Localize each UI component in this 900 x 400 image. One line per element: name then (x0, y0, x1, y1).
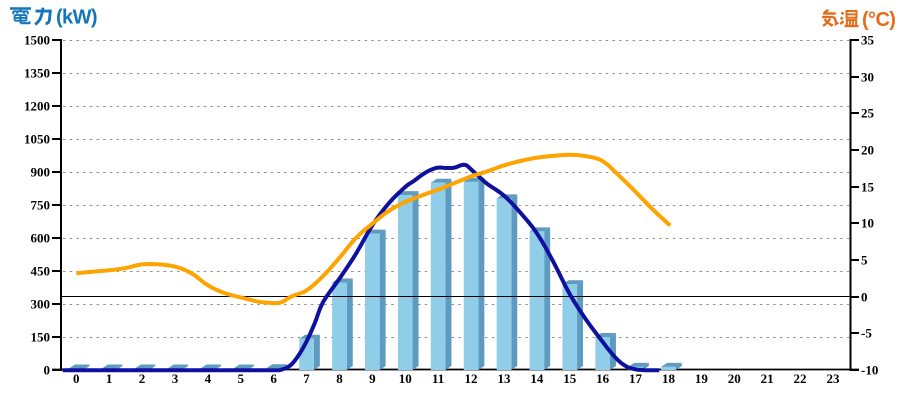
svg-text:1: 1 (106, 371, 113, 386)
svg-text:35: 35 (861, 33, 875, 48)
svg-text:300: 300 (31, 297, 51, 312)
svg-text:0: 0 (44, 363, 51, 378)
svg-text:21: 21 (761, 371, 774, 386)
svg-text:600: 600 (31, 231, 51, 246)
svg-text:16: 16 (596, 371, 610, 386)
svg-text:10: 10 (399, 371, 412, 386)
svg-text:14: 14 (530, 371, 544, 386)
svg-text:1350: 1350 (24, 66, 50, 81)
svg-text:-5: -5 (861, 326, 872, 341)
svg-text:2: 2 (139, 371, 146, 386)
svg-text:-10: -10 (861, 363, 878, 378)
svg-text:18: 18 (662, 371, 676, 386)
svg-text:10: 10 (861, 216, 874, 231)
svg-text:3: 3 (172, 371, 179, 386)
svg-text:4: 4 (205, 371, 212, 386)
svg-text:1050: 1050 (24, 132, 50, 147)
svg-text:9: 9 (369, 371, 376, 386)
svg-text:5: 5 (861, 253, 868, 268)
svg-text:23: 23 (826, 371, 840, 386)
svg-text:(°C): (°C) (862, 9, 895, 31)
svg-text:11: 11 (432, 371, 444, 386)
svg-text:0: 0 (861, 290, 868, 305)
svg-text:8: 8 (336, 371, 343, 386)
svg-text:20: 20 (861, 143, 874, 158)
svg-text:13: 13 (497, 371, 511, 386)
svg-text:15: 15 (861, 180, 875, 195)
svg-text:150: 150 (31, 330, 51, 345)
svg-text:1500: 1500 (24, 33, 50, 48)
svg-text:450: 450 (31, 264, 51, 279)
svg-text:30: 30 (861, 70, 874, 85)
svg-text:1200: 1200 (24, 99, 50, 114)
svg-text:20: 20 (728, 371, 741, 386)
svg-text:17: 17 (629, 371, 643, 386)
svg-text:900: 900 (31, 165, 51, 180)
svg-text:19: 19 (695, 371, 709, 386)
svg-text:750: 750 (31, 198, 51, 213)
svg-text:(kW): (kW) (56, 7, 97, 29)
svg-text:25: 25 (861, 106, 875, 121)
svg-text:22: 22 (794, 371, 807, 386)
svg-text:6: 6 (270, 371, 277, 386)
svg-text:7: 7 (303, 371, 310, 386)
svg-text:15: 15 (563, 371, 577, 386)
svg-text:0: 0 (73, 371, 80, 386)
svg-text:5: 5 (238, 371, 245, 386)
svg-text:12: 12 (465, 371, 478, 386)
